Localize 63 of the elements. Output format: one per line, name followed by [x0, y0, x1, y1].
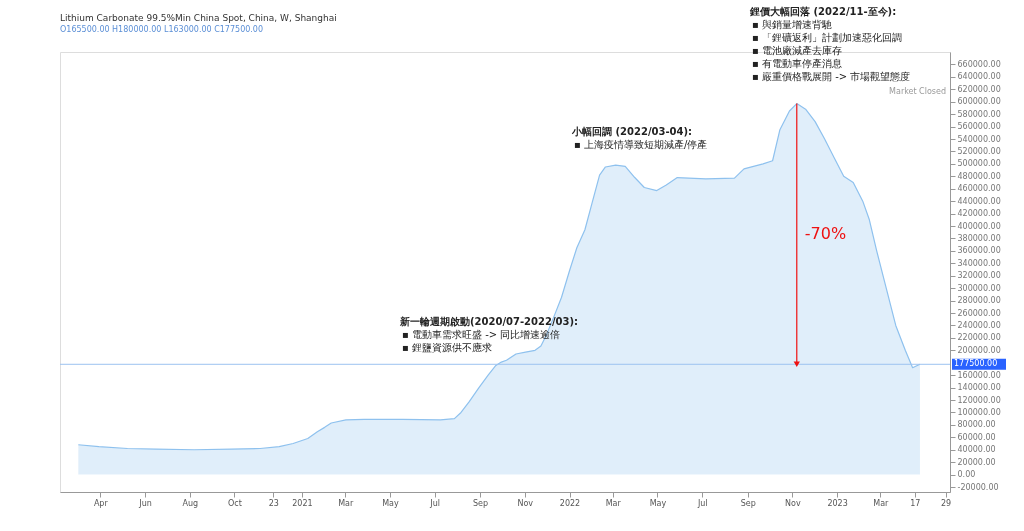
annotation: Market Closed — [889, 87, 946, 96]
y-tick-label: 0.00 — [957, 470, 976, 480]
y-tick-label: 440000.00 — [957, 196, 1001, 206]
y-tick-label: 160000.00 — [957, 370, 1001, 380]
x-tick-label: Sep — [473, 498, 489, 508]
y-tick-label: 620000.00 — [957, 84, 1001, 94]
y-tick-label: 460000.00 — [957, 184, 1001, 194]
y-tick-label: 480000.00 — [957, 171, 1001, 181]
y-tick-label: 500000.00 — [957, 159, 1001, 169]
annotation: -70% — [804, 223, 847, 243]
y-tick-label: 400000.00 — [957, 221, 1001, 231]
y-tick-label: 60000.00 — [957, 432, 996, 442]
x-tick-label: Jul — [696, 498, 708, 508]
x-tick-label: May — [382, 498, 399, 508]
annotation: 新一輪週期啟動(2020/07-2022/03): ▪ 電動車需求旺盛 -> 同比增速逾倍 ▪ 鋰鹽資源供不應求 — [399, 316, 579, 353]
x-tick-label: Mar — [338, 498, 354, 508]
y-tick-label: 260000.00 — [957, 308, 1001, 318]
x-tick-label: Jul — [429, 498, 440, 508]
ref-line-label: 177500.00 — [954, 359, 998, 369]
y-tick-label: 140000.00 — [957, 383, 1001, 393]
y-tick-label: 520000.00 — [957, 146, 1001, 156]
y-tick-label: 80000.00 — [957, 420, 996, 430]
x-tick-label: Aug — [182, 498, 199, 508]
x-tick-label: Nov — [785, 498, 801, 508]
y-tick-label: 240000.00 — [957, 320, 1001, 330]
y-tick-label: 320000.00 — [957, 271, 1001, 281]
x-tick-label: Jun — [138, 498, 152, 508]
chart-subtitle: O165500.00 H180000.00 L163000.00 C177500.00 — [60, 25, 264, 34]
y-tick-label: 300000.00 — [957, 283, 1001, 293]
x-tick-label: May — [649, 498, 667, 508]
y-tick-label: 40000.00 — [957, 445, 996, 455]
y-tick-label: 640000.00 — [957, 72, 1001, 82]
annotation: 鋰價大幅回落 (2022/11-至今): ▪ 與銷量增速背馳 ▪ 「鋰礦返利」計劃加速惡化回調 ▪ 電池廠減產去庫存 ▪ 有電動車停產消息 ▪ 嚴重價格戰展開 -> 市場觀望態度 — [749, 6, 911, 82]
y-tick-label: 420000.00 — [957, 209, 1001, 219]
x-tick-label: Sep — [740, 498, 756, 508]
x-tick-label: 2021 — [292, 498, 313, 508]
x-tick-label: 17 — [910, 498, 921, 508]
x-tick-label: 2022 — [559, 498, 581, 508]
x-tick-label: Nov — [517, 498, 534, 508]
y-tick-label: 200000.00 — [957, 345, 1001, 355]
y-tick-label: 600000.00 — [957, 97, 1001, 107]
y-tick-label: 580000.00 — [957, 109, 1001, 119]
chart-title: Lithium Carbonate 99.5%Min China Spot, China, W, Shanghai — [60, 13, 337, 23]
y-tick-label: -20000.00 — [957, 482, 999, 492]
x-tick-label: 23 — [268, 498, 279, 508]
x-tick-label: 29 — [941, 498, 952, 508]
x-tick-label: Mar — [873, 498, 890, 508]
y-tick-label: 20000.00 — [957, 457, 996, 467]
y-tick-label: 340000.00 — [957, 258, 1001, 268]
y-tick-label: 380000.00 — [957, 233, 1001, 243]
y-tick-label: 360000.00 — [957, 246, 1001, 256]
x-tick-label: 2023 — [827, 498, 848, 508]
annotation: 小幅回調 (2022/03-04): ▪ 上海疫情導致短期減產/停產 — [571, 126, 708, 150]
y-tick-label: 220000.00 — [957, 333, 1001, 343]
x-tick-label: Oct — [228, 498, 242, 508]
y-tick-label: 660000.00 — [957, 59, 1001, 69]
y-tick-label: 540000.00 — [957, 134, 1001, 144]
y-tick-label: 120000.00 — [957, 395, 1001, 405]
y-tick-label: 560000.00 — [957, 122, 1001, 132]
y-tick-label: 280000.00 — [957, 296, 1001, 306]
x-tick-label: Apr — [93, 498, 109, 508]
x-tick-label: Mar — [605, 498, 622, 508]
y-tick-label: 100000.00 — [957, 407, 1001, 417]
